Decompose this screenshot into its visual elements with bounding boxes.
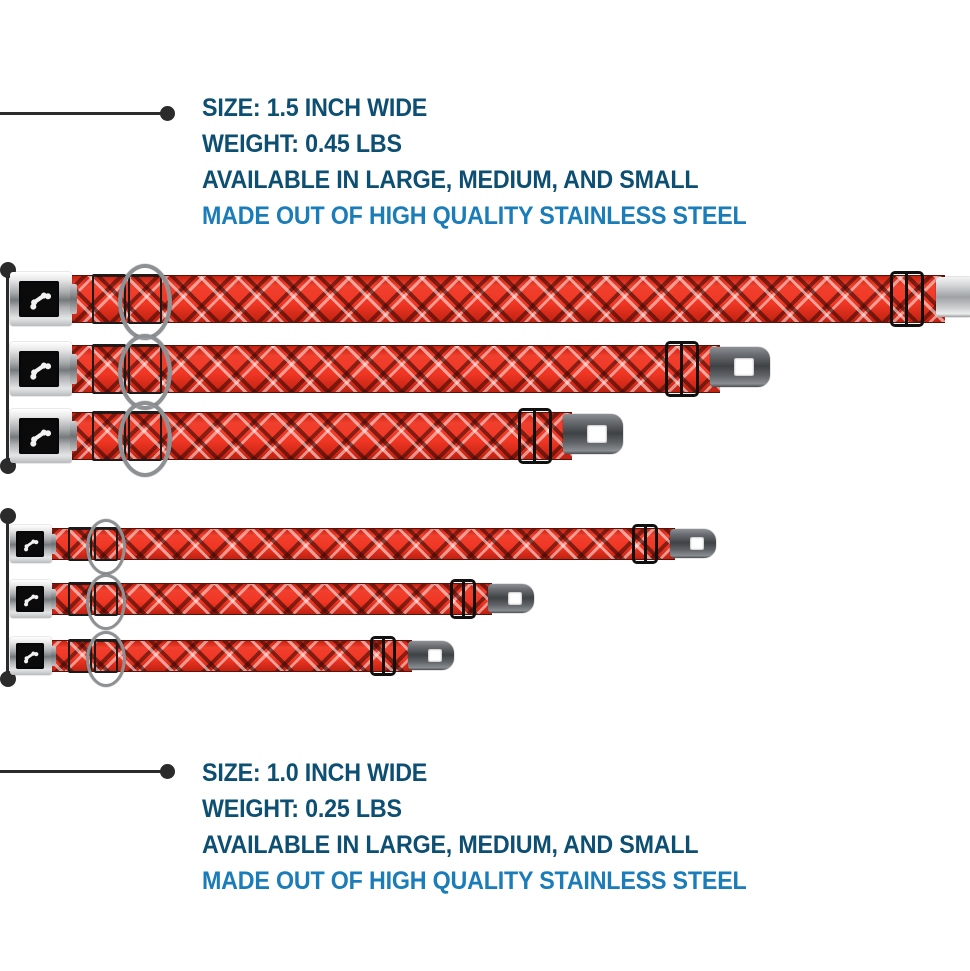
tongue-hole	[734, 358, 754, 376]
leader-line-bottom	[0, 770, 165, 773]
buckle-face	[16, 586, 44, 612]
dog-bone-icon	[25, 424, 53, 449]
strap-webbing	[10, 640, 412, 672]
dog-bone-icon	[20, 535, 40, 553]
leader-dot-top	[160, 106, 175, 121]
slider-center-bar	[644, 524, 647, 564]
slider-center-bar	[680, 341, 683, 397]
spec-block-narrow: SIZE: 1.0 INCH WIDE WEIGHT: 0.25 LBS AVA…	[202, 755, 788, 899]
spec-availability-narrow: AVAILABLE IN LARGE, MEDIUM, AND SMALL	[202, 831, 699, 859]
slider-center-bar	[905, 271, 908, 327]
leader-line-top	[0, 112, 165, 115]
buckle-tab	[70, 420, 77, 452]
belt-tongue	[488, 584, 534, 613]
seatbelt-buckle	[10, 272, 72, 326]
dog-bone-icon	[25, 287, 53, 312]
bracket-wide	[6, 270, 9, 465]
slider-center-bar	[533, 408, 536, 464]
d-ring	[86, 519, 126, 575]
belt-tongue	[563, 414, 623, 454]
seatbelt-buckle	[10, 580, 52, 618]
buckle-face	[19, 351, 59, 387]
slider-center-bar	[462, 579, 465, 619]
seatbelt-buckle	[10, 342, 72, 396]
collar-wide-medium	[10, 334, 770, 410]
buckle-tab	[70, 353, 77, 385]
bracket-cap-narrow-bottom	[0, 671, 16, 687]
collar-narrow-small	[10, 631, 465, 687]
seatbelt-buckle	[10, 409, 72, 463]
dog-bone-icon	[20, 647, 40, 665]
collar-wide-large	[10, 264, 970, 340]
buckle-face	[16, 531, 44, 557]
bracket-narrow	[6, 516, 9, 678]
d-ring	[118, 264, 172, 340]
belt-tongue	[710, 347, 770, 387]
d-ring	[86, 631, 126, 687]
leader-dot-bottom	[160, 764, 175, 779]
spec-size-wide: SIZE: 1.5 INCH WIDE	[202, 94, 428, 122]
spec-availability-wide: AVAILABLE IN LARGE, MEDIUM, AND SMALL	[202, 166, 699, 194]
buckle-face	[16, 643, 44, 669]
tongue-hole	[587, 425, 607, 443]
strap-webbing	[10, 412, 572, 460]
spec-material-narrow: MADE OUT OF HIGH QUALITY STAINLESS STEEL	[202, 867, 747, 895]
spec-weight-wide: WEIGHT: 0.45 LBS	[202, 130, 402, 158]
tongue-hole	[508, 592, 522, 605]
dog-bone-icon	[25, 357, 53, 382]
spec-block-wide: SIZE: 1.5 INCH WIDE WEIGHT: 0.45 LBS AVA…	[202, 90, 788, 234]
buckle-tab	[51, 645, 56, 667]
spec-weight-narrow: WEIGHT: 0.25 LBS	[202, 795, 402, 823]
seatbelt-buckle	[10, 637, 52, 675]
seatbelt-buckle	[10, 525, 52, 563]
dog-bone-icon	[20, 590, 40, 608]
buckle-tab	[51, 533, 56, 555]
buckle-face	[19, 418, 59, 454]
spec-material-wide: MADE OUT OF HIGH QUALITY STAINLESS STEEL	[202, 202, 747, 230]
buckle-tab	[70, 283, 77, 315]
collar-narrow-medium	[10, 574, 545, 630]
tongue-hole	[690, 537, 704, 550]
tongue-hole	[428, 649, 442, 662]
buckle-tab	[51, 588, 56, 610]
spec-size-narrow: SIZE: 1.0 INCH WIDE	[202, 759, 428, 787]
collar-wide-small	[10, 401, 630, 477]
buckle-face	[19, 281, 59, 317]
collar-narrow-large	[10, 519, 725, 575]
d-ring	[118, 334, 172, 410]
slider-center-bar	[382, 636, 385, 676]
d-ring	[118, 401, 172, 477]
belt-tongue	[408, 641, 454, 670]
belt-tongue	[670, 529, 716, 558]
d-ring	[86, 574, 126, 630]
belt-tongue	[936, 277, 970, 317]
